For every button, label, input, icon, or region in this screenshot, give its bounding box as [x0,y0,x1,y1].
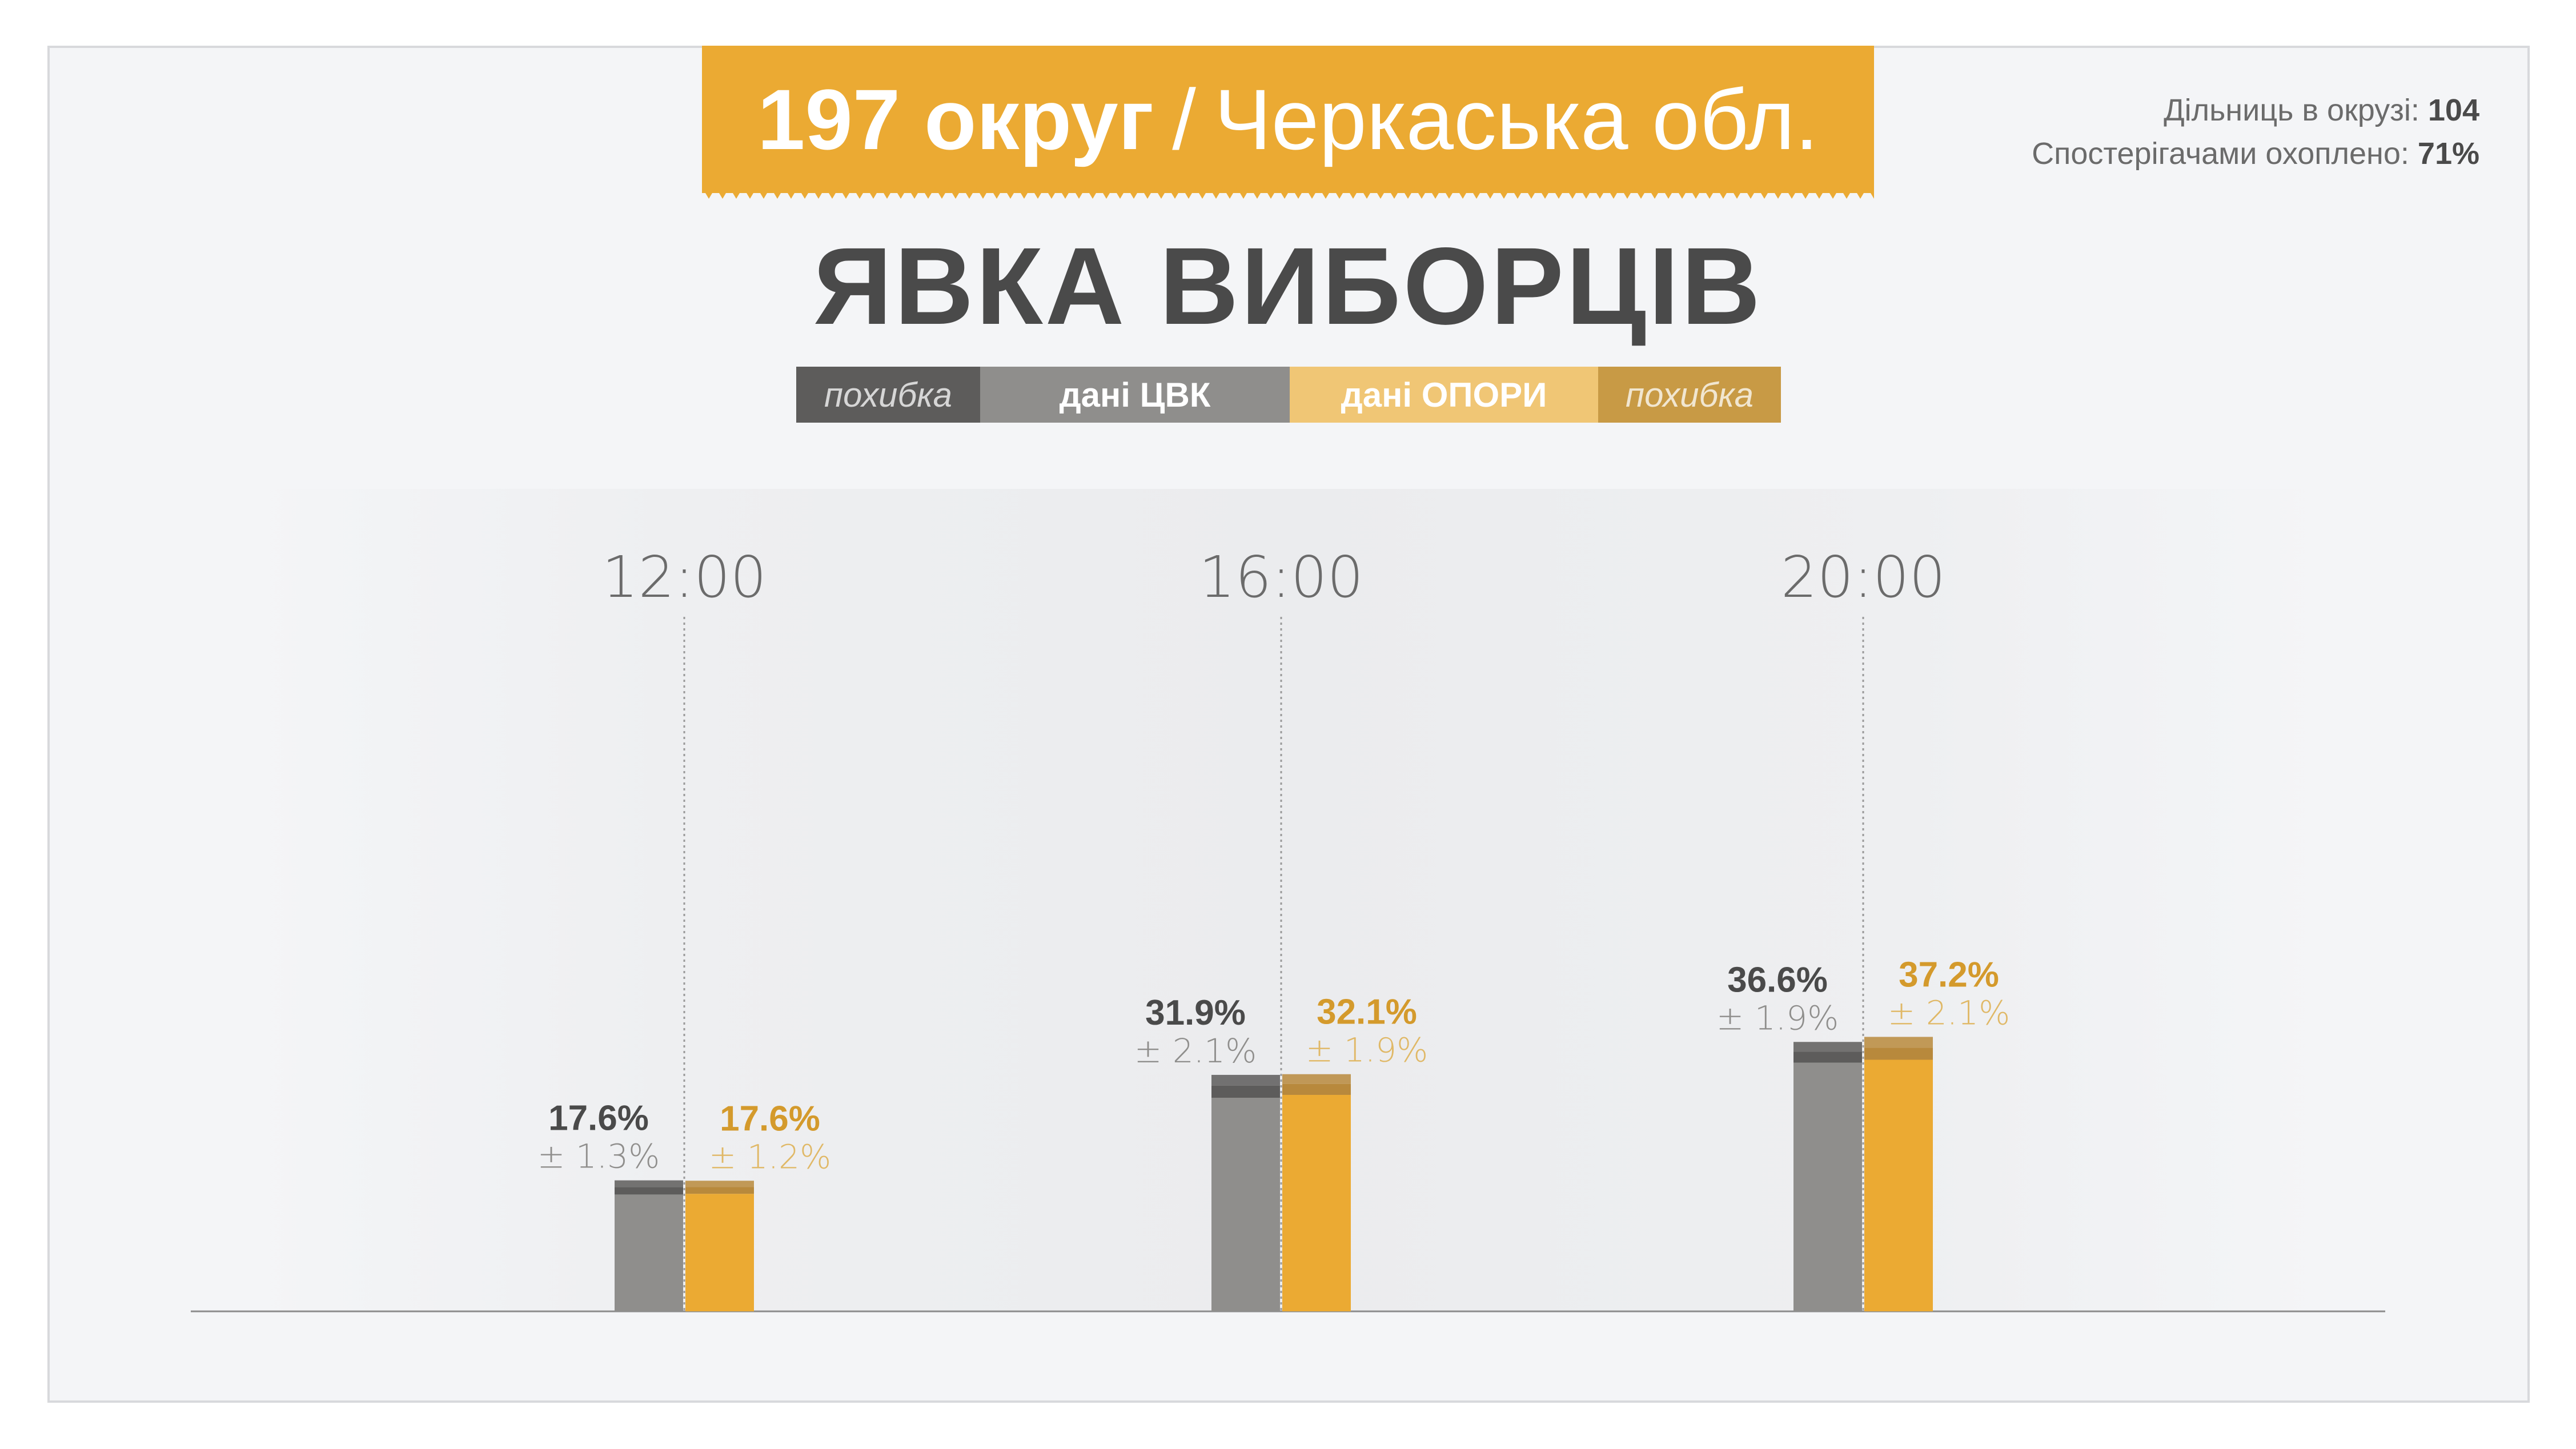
bar-error-upper-cvk [1793,1042,1862,1052]
legend-opora: дані ОПОРИ [1290,367,1598,423]
coverage-stats: Дільниць в окрузі: 104 Спостерігачами ох… [2032,89,2479,175]
bar-error-upper-opora [1864,1037,1933,1048]
coverage-stat: Спостерігачами охоплено: 71% [2032,132,2479,175]
value-label-cvk: 31.9% [1145,993,1246,1033]
bar-error-opora [1282,1083,1351,1095]
value-label-cvk: 36.6% [1727,960,1828,1000]
page-title: ЯВКА ВИБОРЦІВ [813,224,1763,347]
bar-error-upper-cvk [615,1180,683,1187]
bar-opora [685,1194,754,1311]
district-number: 197 округ [757,71,1154,167]
bar-cvk [1793,1062,1862,1311]
district-banner [702,46,1874,193]
value-label-cvk: 17.6% [548,1099,649,1138]
bar-cvk [615,1194,683,1311]
error-label-cvk: ± 2.1% [1134,1031,1257,1070]
bar-error-cvk [1211,1085,1280,1098]
error-label-opora: ± 1.9% [1306,1031,1428,1070]
legend-cvk: дані ЦВК [980,367,1290,423]
bar-cvk [1211,1098,1280,1311]
value-label-opora: 37.2% [1899,955,1999,994]
bar-opora [1282,1094,1351,1311]
time-label: 20:00 [1781,544,1945,611]
error-label-cvk: ± 1.9% [1716,998,1839,1037]
error-label-opora: ± 2.1% [1888,993,2010,1032]
district-title: 197 округ / Черкаська обл. [702,46,1874,193]
legend: похибка дані ЦВК дані ОПОРИ похибка [796,367,1781,423]
bar-opora [1864,1059,1933,1311]
bar-error-cvk [1793,1051,1862,1063]
legend-cvk-error: похибка [796,367,980,423]
precincts-stat: Дільниць в окрузі: 104 [2032,89,2479,132]
time-label: 12:00 [602,544,767,611]
region-name: Черкаська обл. [1214,71,1819,167]
bar-error-upper-opora [685,1181,754,1187]
legend-opora-error: похибка [1598,367,1781,423]
banner-zigzag-edge [702,187,1874,199]
bar-error-cvk [615,1187,683,1195]
bar-error-upper-cvk [1211,1074,1280,1086]
precincts-label: Дільниць в окрузі: [2164,93,2419,127]
bar-error-opora [685,1187,754,1194]
bar-error-opora [1864,1047,1933,1060]
value-label-opora: 17.6% [720,1099,820,1138]
coverage-value: 71% [2417,137,2479,171]
time-label: 16:00 [1199,544,1363,611]
error-label-opora: ± 1.2% [709,1137,831,1176]
district-separator: / [1172,71,1196,167]
error-label-cvk: ± 1.3% [537,1137,660,1176]
value-label-opora: 32.1% [1317,993,1417,1032]
bar-error-upper-opora [1282,1074,1351,1084]
coverage-label: Спостерігачами охоплено: [2032,137,2409,171]
precincts-value: 104 [2427,93,2479,127]
